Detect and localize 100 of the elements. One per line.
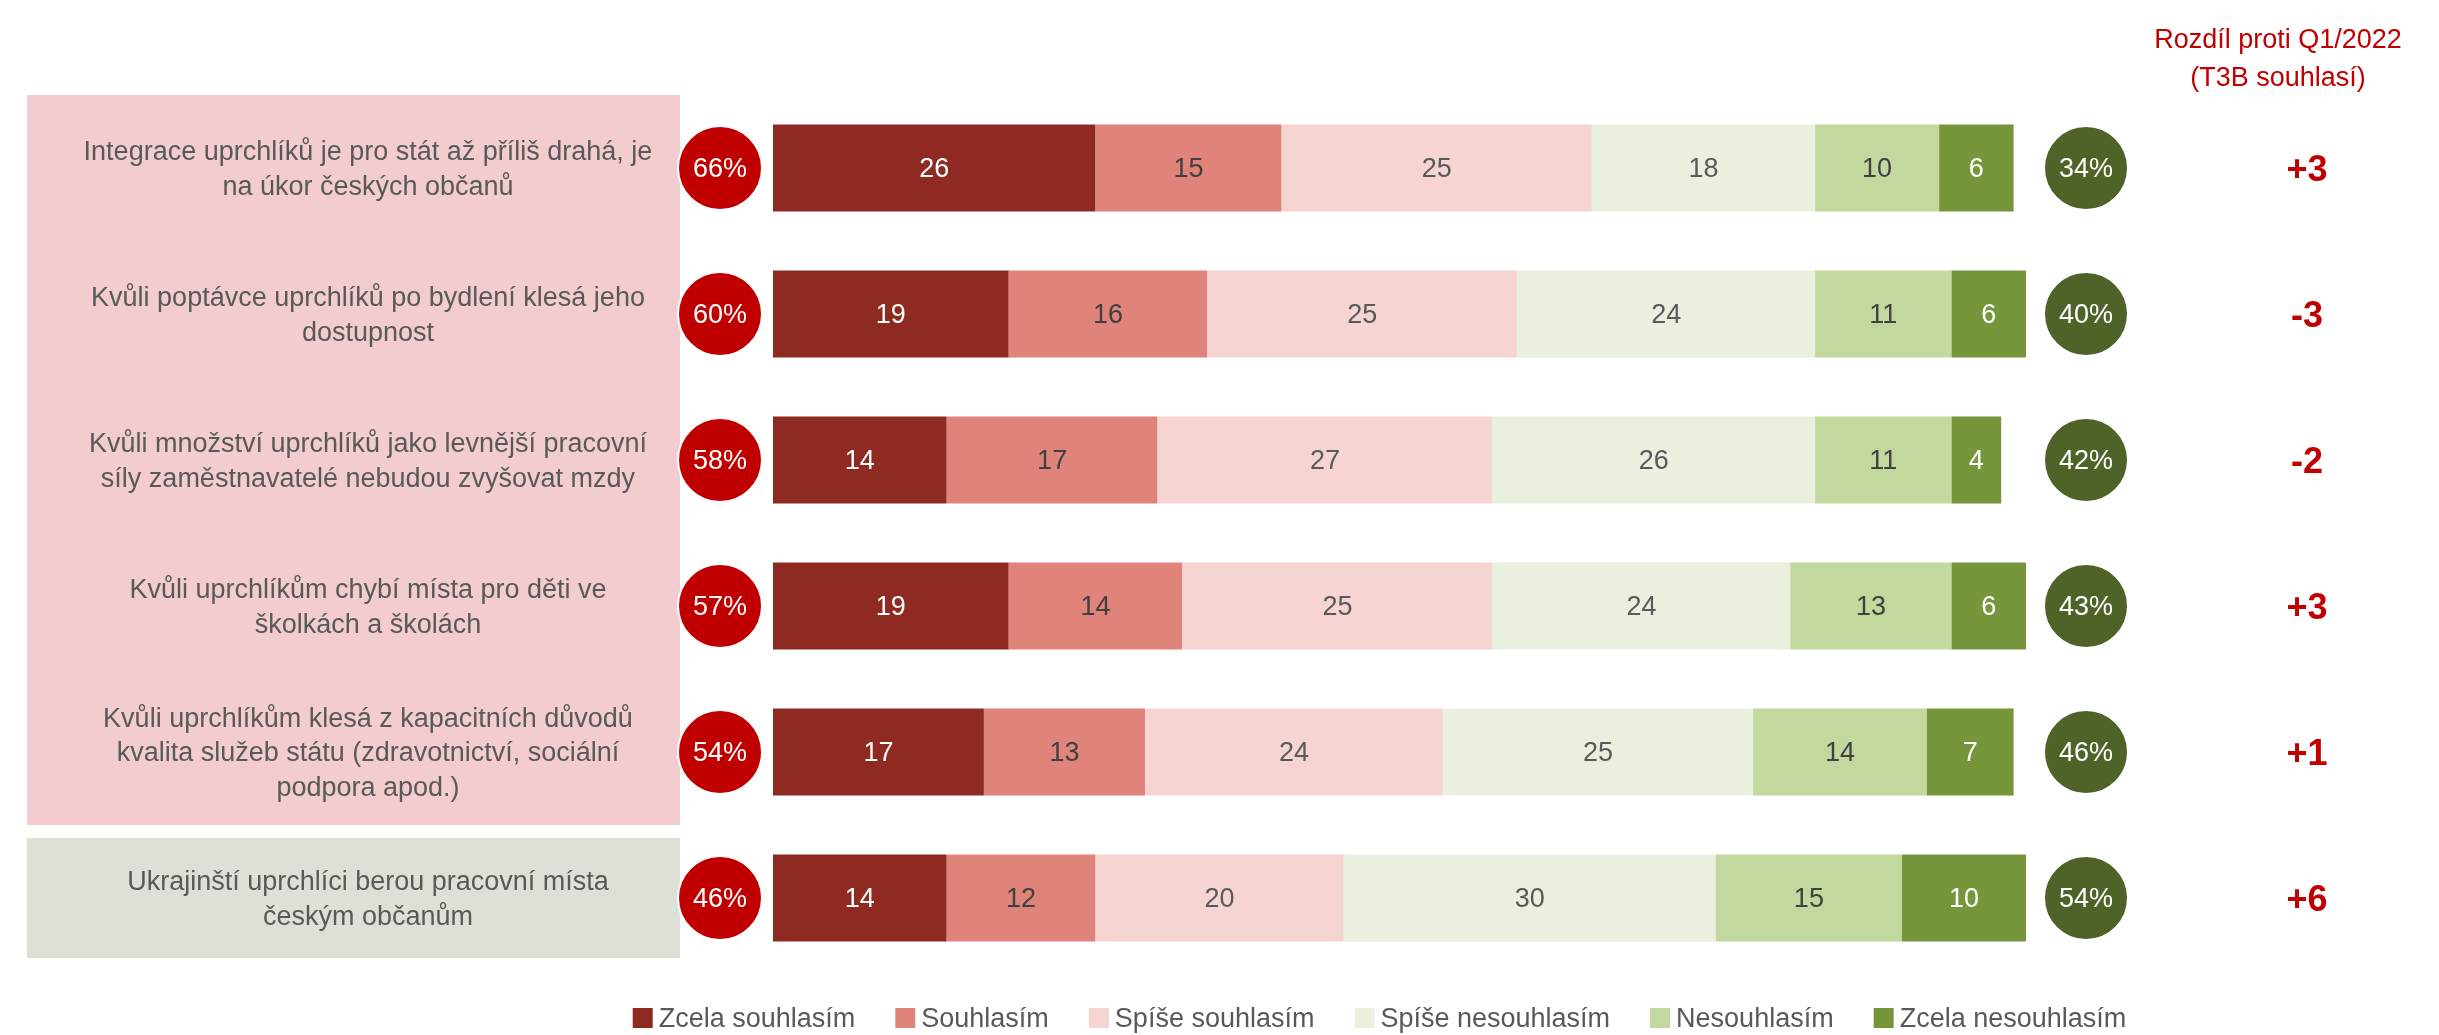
bar	[1207, 270, 1518, 358]
data-label: 24	[1279, 737, 1310, 768]
y-tick-label: Kvůli množství uprchlíků jako levnější pracovní síly zaměstnavatelé nebudou zvyšovat mzdy	[88, 428, 648, 493]
legend-label: Zcela nesouhlasím	[1899, 1003, 2127, 1034]
bar	[1951, 270, 2026, 358]
text: 43%	[2058, 591, 2114, 622]
text: +3	[2286, 147, 2328, 189]
text: 60%	[692, 299, 748, 330]
y-tick-label: Ukrajinští uprchlíci berou pracovní místa českým občanům	[127, 866, 610, 931]
data-label: 17	[1037, 445, 1068, 476]
text: 34%	[2058, 153, 2114, 184]
data-label: 12	[1006, 883, 1037, 914]
data-label: 25	[1421, 153, 1452, 184]
text: 58%	[692, 445, 748, 476]
bar	[1939, 124, 2014, 212]
bar	[1492, 562, 1791, 650]
data-label: 6	[1981, 299, 1997, 330]
bar	[1715, 854, 1902, 942]
bar	[1008, 270, 1208, 358]
bar	[1951, 562, 2026, 650]
data-label: 24	[1651, 299, 1682, 330]
text: 66%	[692, 153, 748, 184]
text: -3	[2290, 293, 2324, 335]
bar	[1901, 854, 2026, 942]
bar	[1157, 416, 1493, 504]
data-label: 25	[1322, 591, 1353, 622]
data-label: 20	[1204, 883, 1235, 914]
bar	[1008, 562, 1183, 650]
text: Rozdíl proti Q1/2022 (T3B souhlasí)	[2154, 24, 2402, 93]
data-label: 15	[1793, 883, 1824, 914]
data-label: 13	[1855, 591, 1886, 622]
legend-label: Nesouhlasím	[1676, 1003, 1834, 1034]
data-label: 25	[1347, 299, 1378, 330]
text: 40%	[2058, 299, 2114, 330]
text: +3	[2286, 585, 2328, 627]
text: +6	[2286, 877, 2328, 919]
text: 46%	[692, 883, 748, 914]
bar	[773, 562, 1009, 650]
bar	[1790, 562, 1952, 650]
bar	[1145, 708, 1443, 796]
bar	[1281, 124, 1592, 212]
bar	[1815, 124, 1940, 212]
data-label: 10	[1862, 153, 1893, 184]
data-label: 14	[844, 445, 875, 476]
data-label: 13	[1049, 737, 1080, 768]
bar	[773, 124, 1096, 212]
data-label: 24	[1626, 591, 1657, 622]
text: -2	[2290, 439, 2324, 481]
bar	[1095, 124, 1282, 212]
bar	[1442, 708, 1754, 796]
bar	[946, 854, 1096, 942]
data-label: 30	[1514, 883, 1545, 914]
data-label: 10	[1948, 883, 1979, 914]
data-label: 18	[1688, 153, 1719, 184]
bar	[1517, 270, 1816, 358]
data-label: 19	[875, 299, 906, 330]
bar	[773, 270, 1009, 358]
data-label: 26	[1638, 445, 1669, 476]
bar	[1815, 270, 1952, 358]
legend-label: Zcela souhlasím	[658, 1003, 856, 1034]
bar	[983, 708, 1146, 796]
data-label: 6	[1981, 591, 1997, 622]
legend-label: Souhlasím	[921, 1003, 1049, 1034]
bar	[1951, 416, 2002, 504]
bar	[1591, 124, 1816, 212]
data-label: 14	[844, 883, 875, 914]
data-label: 14	[1824, 737, 1855, 768]
bar	[773, 854, 947, 942]
data-label: 15	[1173, 153, 1204, 184]
bar	[946, 416, 1158, 504]
bar	[1753, 708, 1927, 796]
legend-label: Spíše souhlasím	[1114, 1003, 1315, 1034]
bar	[1095, 854, 1344, 942]
data-label: 7	[1962, 737, 1978, 768]
bar	[1926, 708, 2014, 796]
bar	[1182, 562, 1493, 650]
data-label: 27	[1310, 445, 1341, 476]
bar	[1815, 416, 1952, 504]
y-tick-label: Kvůli poptávce uprchlíků po bydlení klesá jeho dostupnost	[91, 282, 645, 347]
text: +1	[2286, 731, 2328, 773]
y-tick-label: Kvůli uprchlíkům klesá z kapacitních důvodů kvalita služeb státu (zdravotnictví, sociální podpora apod.)	[103, 702, 633, 803]
legend-label: Spíše nesouhlasím	[1380, 1003, 1611, 1034]
text: 57%	[692, 591, 748, 622]
text: 46%	[2058, 737, 2114, 768]
data-label: 25	[1582, 737, 1614, 768]
text: 42%	[2058, 445, 2114, 476]
data-label: 4	[1968, 445, 1984, 476]
bar	[1492, 416, 1816, 504]
data-label: 11	[1869, 445, 1898, 476]
data-label: 26	[919, 153, 950, 184]
bar	[773, 416, 947, 504]
data-label: 11	[1869, 299, 1898, 330]
data-label: 17	[863, 737, 894, 768]
y-tick-label: Kvůli uprchlíkům chybí místa pro děti ve školkách a školách	[129, 574, 607, 639]
data-label: 14	[1080, 591, 1111, 622]
text: 54%	[692, 737, 748, 768]
bar	[1343, 854, 1716, 942]
data-label: 16	[1092, 299, 1123, 330]
data-label: 19	[875, 591, 906, 622]
text: 54%	[2058, 883, 2114, 914]
